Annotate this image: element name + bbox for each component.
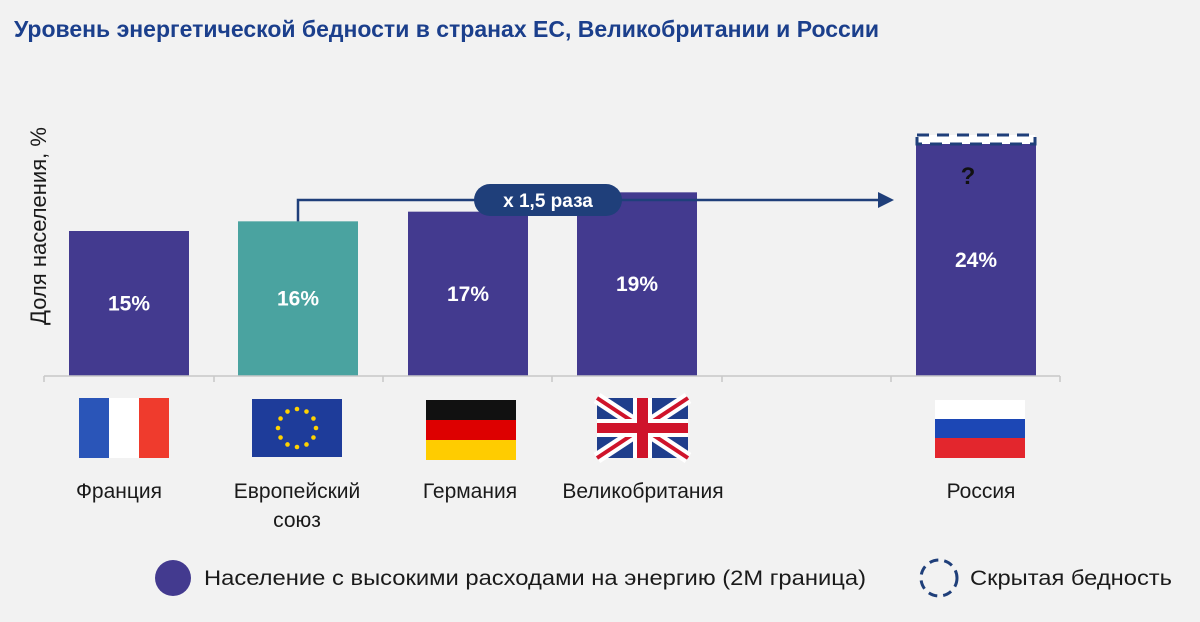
bar [238,221,358,376]
germany-flag-icon [426,400,516,460]
chart-title: Уровень энергетической бедности в страна… [14,16,880,42]
y-axis-label: Доля населения, % [26,127,51,325]
category-label: Германия [423,480,517,503]
bar [916,144,1036,376]
comparison-badge [474,184,622,216]
bar-value-label: 17% [447,283,489,306]
bar [577,192,697,376]
comparison-label: x 1,5 раза [503,191,593,212]
category-label: Великобритания [562,480,723,503]
comparison-arrow-line [296,198,880,222]
legend-dashed-marker [919,558,959,598]
bar-value-label: 19% [616,273,658,296]
hidden-poverty-label: ? [961,163,976,190]
bar-value-label: 15% [108,293,150,316]
category-label: Франция [76,480,162,503]
eu-flag-icon [252,399,342,457]
bar [408,211,528,376]
legend-label: Население с высокими расходами на энерги… [204,567,866,590]
category-label: Россия [947,480,1016,503]
bar-value-label: 24% [955,249,997,272]
legend-label: Скрытая бедность [970,567,1172,590]
uk-flag-icon [593,392,692,464]
arrow-head-icon [878,192,894,208]
category-label: Европейский союз [234,480,360,532]
hidden-poverty-box [915,133,1037,146]
bar [69,231,189,376]
legend-solid-marker [155,560,191,596]
france-flag-icon [79,398,169,458]
bar-value-label: 16% [277,288,319,311]
russia-flag-icon [935,400,1025,458]
